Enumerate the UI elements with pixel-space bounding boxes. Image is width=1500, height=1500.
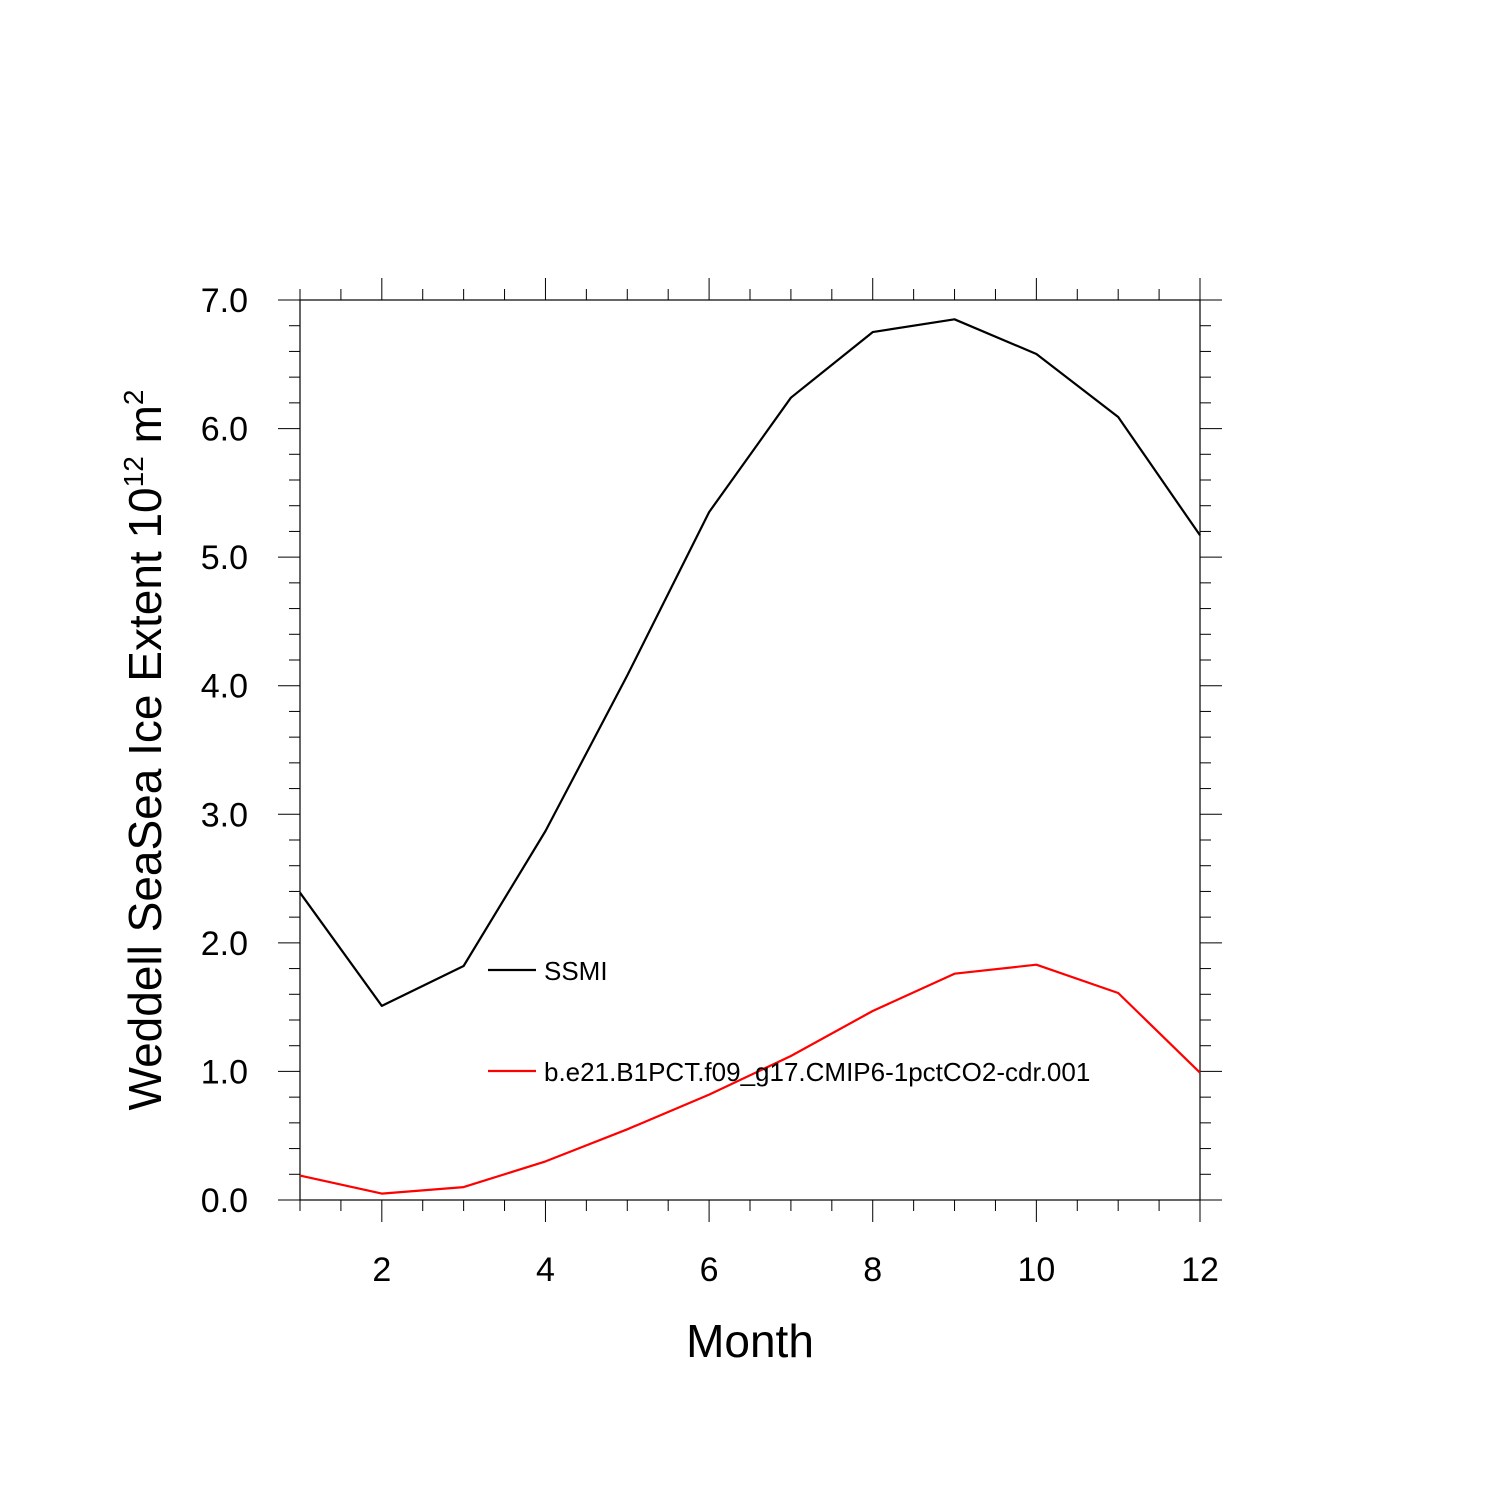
- series-line-0: [299, 318, 1201, 1008]
- legend-label-1: b.e21.B1PCT.f09_g17.CMIP6-1pctCO2-cdr.00…: [544, 1057, 1090, 1087]
- plot-axes: 2 4 6 8 10 12 0.0 1.0 2.0 3.0 4.0 5.0 6.0 7.0: [201, 278, 1222, 1289]
- y-tick-label: 7.0: [201, 282, 248, 320]
- x-axis-title: Month: [686, 1315, 814, 1367]
- series-line-1: [299, 963, 1201, 1195]
- y-tick-label: 2.0: [201, 925, 248, 963]
- y-tick-label: 3.0: [201, 796, 248, 834]
- y-tick-label: 5.0: [201, 539, 248, 577]
- x-tick-label: 2: [372, 1251, 391, 1289]
- legend: SSMI b.e21.B1PCT.f09_g17.CMIP6-1pctCO2-cd…: [488, 956, 1090, 1087]
- y-axis-title-main: Weddell SeaSea Ice Extent 10: [119, 487, 171, 1110]
- x-tick-label: 6: [700, 1251, 719, 1289]
- x-tick-label: 8: [863, 1251, 882, 1289]
- y-axis-title-exponent: 12: [118, 456, 149, 487]
- y-tick-label: 0.0: [201, 1182, 248, 1220]
- y-tick-label: 1.0: [201, 1053, 248, 1091]
- x-tick-label: 4: [536, 1251, 555, 1289]
- legend-label-0: SSMI: [544, 956, 608, 986]
- x-tick-label: 12: [1181, 1251, 1219, 1289]
- y-axis-title: Weddell SeaSea Ice Extent 1012 m2: [118, 390, 171, 1111]
- y-tick-label: 6.0: [201, 411, 248, 449]
- y-tick-label: 4.0: [201, 668, 248, 706]
- x-tick-label: 10: [1017, 1251, 1055, 1289]
- y-axis-title-unit: m: [119, 405, 171, 456]
- y-axis-title-unit-exponent: 2: [118, 390, 149, 406]
- series-layer: [299, 318, 1201, 1195]
